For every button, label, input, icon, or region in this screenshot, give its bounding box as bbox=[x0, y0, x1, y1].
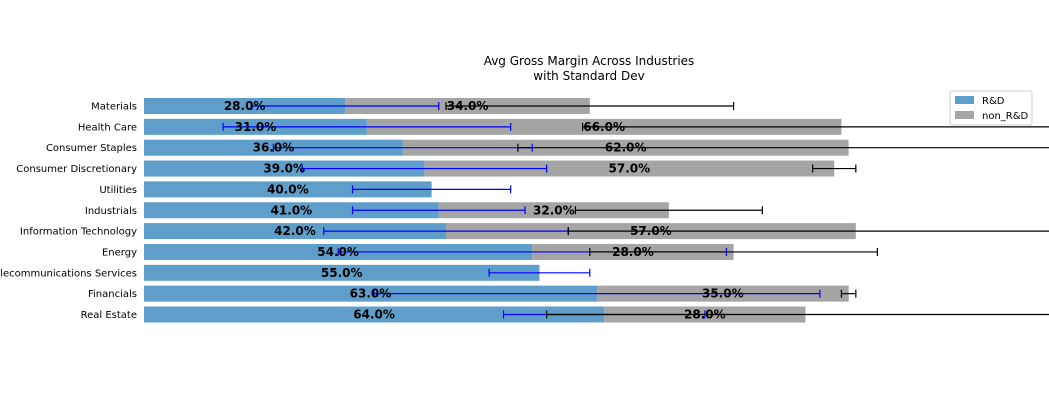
errorbar-non-rd bbox=[581, 122, 1049, 131]
bar-rd bbox=[144, 264, 540, 281]
errorbar-non-rd bbox=[574, 206, 763, 215]
y-tick-label: Consumer Discretionary bbox=[16, 164, 137, 175]
legend: R&D non_R&D bbox=[949, 90, 1033, 126]
errorbar-non-rd bbox=[445, 102, 735, 110]
chart-title: Avg Gross Margin Across Industries with S… bbox=[484, 54, 695, 83]
errorbar-rd bbox=[301, 164, 548, 173]
data-label-non-rd: 35.0% bbox=[702, 287, 744, 301]
errorbar-non-rd bbox=[840, 289, 857, 298]
data-labels: 28.0% 34.0% 31.0% 66.0% 36.0% 62.0% 39.0% 57.0%… bbox=[224, 99, 744, 322]
errorbars-layer bbox=[222, 102, 1049, 319]
errorbar-rd bbox=[351, 185, 512, 194]
data-label-rd: 63.0% bbox=[350, 287, 392, 301]
data-label-rd: 36.0% bbox=[253, 141, 295, 155]
data-label-non-rd: 57.0% bbox=[630, 224, 672, 238]
data-label-rd: 31.0% bbox=[235, 120, 277, 134]
errorbar-non-rd bbox=[812, 164, 857, 173]
data-label-non-rd: 62.0% bbox=[605, 141, 647, 155]
data-label-rd: 39.0% bbox=[263, 162, 305, 176]
data-label-non-rd: 34.0% bbox=[447, 99, 489, 113]
data-label-non-rd: 66.0% bbox=[583, 120, 625, 134]
data-label-non-rd: 28.0% bbox=[612, 245, 654, 259]
legend-label: non_R&D bbox=[982, 111, 1029, 122]
y-tick-label: Energy bbox=[102, 247, 137, 258]
errorbar-rd bbox=[251, 102, 440, 110]
bar-rd bbox=[144, 306, 605, 323]
y-tick-label: Utilities bbox=[99, 185, 137, 196]
errorbar-rd bbox=[488, 268, 591, 277]
y-tick-label: Health Care bbox=[78, 122, 137, 133]
y-tick-label: Real Estate bbox=[81, 310, 137, 321]
y-tick-label: Industrials bbox=[85, 206, 137, 217]
legend-label: R&D bbox=[982, 96, 1005, 107]
bar-non-rd bbox=[424, 160, 835, 177]
bar-rd bbox=[144, 98, 346, 114]
data-label-rd: 41.0% bbox=[271, 203, 313, 217]
data-label-rd: 55.0% bbox=[321, 266, 363, 280]
bar-rd bbox=[144, 181, 432, 198]
data-label-rd: 28.0% bbox=[224, 99, 266, 113]
data-label-rd: 40.0% bbox=[267, 182, 309, 196]
legend-swatch bbox=[955, 111, 974, 119]
y-tick-label: Information Technology bbox=[20, 227, 137, 238]
errorbar-non-rd bbox=[567, 227, 1049, 236]
data-label-rd: 42.0% bbox=[274, 224, 316, 238]
errorbar-rd bbox=[373, 289, 821, 298]
errorbar-non-rd bbox=[517, 143, 1049, 152]
data-label-non-rd: 28.0% bbox=[684, 308, 726, 322]
y-tick-label: Materials bbox=[91, 102, 137, 113]
errorbar-rd bbox=[222, 122, 512, 131]
bar-rd bbox=[144, 202, 439, 219]
chart-title-line: with Standard Dev bbox=[533, 69, 644, 83]
y-tick-labels: Materials Health Care Consumer Staples Cons… bbox=[0, 102, 137, 322]
chart-title-line: Avg Gross Margin Across Industries bbox=[484, 54, 695, 68]
y-tick-label: Consumer Staples bbox=[46, 143, 137, 154]
bar-rd bbox=[144, 160, 425, 177]
bar-rd bbox=[144, 285, 597, 302]
bar-non-rd bbox=[438, 202, 669, 219]
y-tick-label: Telecommunications Services bbox=[0, 268, 137, 279]
errorbar-rd bbox=[351, 206, 526, 215]
bar-rd bbox=[144, 223, 446, 240]
y-tick-label: Financials bbox=[88, 289, 137, 300]
errorbar-non-rd bbox=[546, 310, 1049, 319]
data-label-non-rd: 57.0% bbox=[609, 162, 651, 176]
data-label-rd: 54.0% bbox=[317, 245, 359, 259]
data-label-rd: 64.0% bbox=[353, 308, 395, 322]
errorbar-non-rd bbox=[589, 247, 878, 256]
legend-swatch bbox=[955, 96, 974, 104]
data-label-non-rd: 32.0% bbox=[533, 203, 575, 217]
